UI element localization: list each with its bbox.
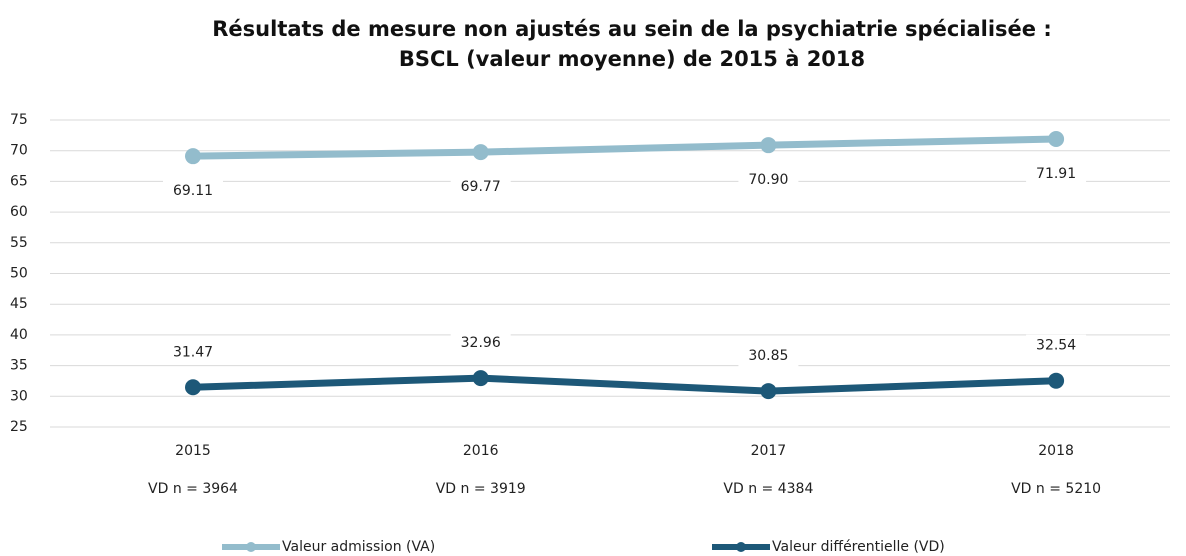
chart-subtitle: BSCL (valeur moyenne) de 2015 à 2018 [399, 47, 865, 71]
y-tick-label: 60 [10, 204, 28, 220]
point [472, 144, 489, 161]
label-bg [163, 341, 223, 364]
data-label: 71.91 [1036, 166, 1076, 182]
y-tick-label: 70 [10, 143, 28, 159]
x-tick-note: VD n = 4384 [723, 481, 813, 497]
x-tick-label: 2018 [1038, 443, 1074, 459]
label-bg [738, 345, 799, 368]
point [1048, 130, 1065, 147]
chart-title: Résultats de mesure non ajustés au sein … [212, 17, 1051, 41]
y-tick-label: 35 [10, 358, 28, 374]
y-tick-label: 55 [10, 235, 28, 251]
legend-marker [736, 542, 746, 552]
point [185, 148, 201, 165]
point [185, 379, 201, 396]
legend-marker [246, 542, 256, 552]
series-line [192, 374, 1057, 395]
label-bg [1026, 334, 1087, 357]
label-bg [450, 332, 511, 355]
point [472, 370, 489, 387]
data-label: 32.54 [1036, 338, 1076, 354]
data-label: 69.11 [173, 183, 213, 199]
x-tick-note: VD n = 5210 [1011, 481, 1101, 497]
y-tick-label: 50 [10, 266, 28, 282]
label-bg [163, 180, 223, 203]
data-label: 30.85 [748, 348, 788, 364]
data-label: 70.90 [748, 172, 788, 188]
y-tick-label: 25 [10, 419, 28, 435]
legend-label: Valeur différentielle (VD) [772, 539, 945, 555]
data-label: 32.96 [461, 335, 501, 351]
point [760, 137, 777, 154]
x-tick-note: VD n = 3964 [148, 481, 238, 497]
data-label: 69.77 [461, 179, 501, 195]
y-tick-label: 45 [10, 296, 28, 312]
label-bg [450, 176, 511, 199]
legend-label: Valeur admission (VA) [282, 539, 435, 555]
x-tick-label: 2015 [175, 443, 211, 459]
point [1048, 372, 1065, 389]
x-tick-label: 2017 [751, 443, 787, 459]
point [760, 383, 777, 400]
y-tick-label: 65 [10, 173, 28, 189]
x-tick-label: 2016 [463, 443, 499, 459]
label-bg [1026, 162, 1087, 185]
label-bg [738, 169, 799, 192]
y-tick-label: 40 [10, 327, 28, 343]
y-tick-label: 30 [10, 388, 28, 404]
series-line [192, 135, 1057, 160]
y-tick-label: 75 [10, 112, 28, 128]
x-tick-note: VD n = 3919 [436, 481, 526, 497]
data-label: 31.47 [173, 344, 213, 360]
